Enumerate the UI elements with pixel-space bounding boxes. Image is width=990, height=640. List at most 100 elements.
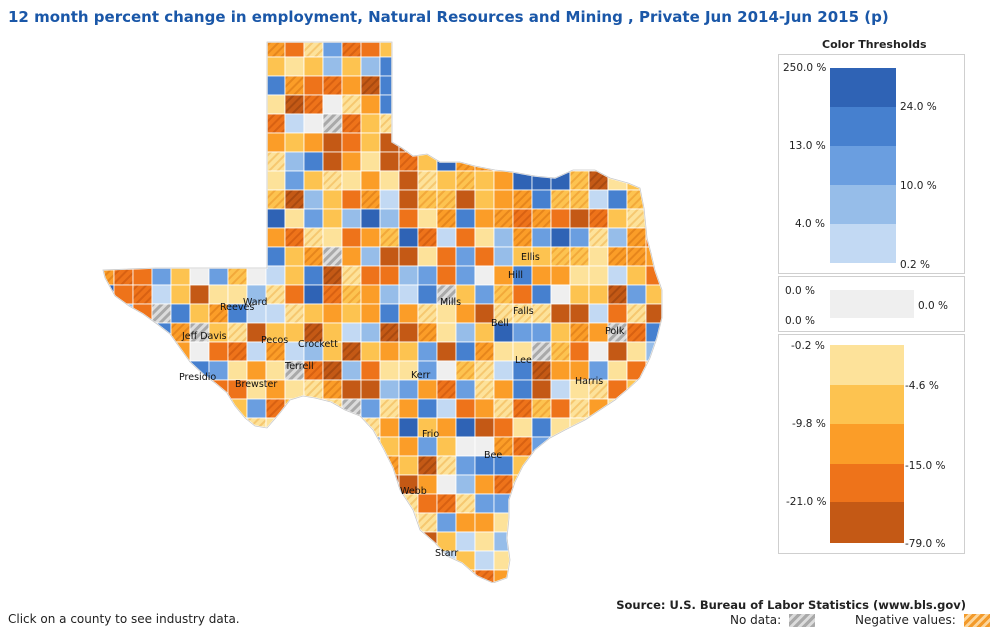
county-shape[interactable] bbox=[626, 379, 647, 400]
county-shape[interactable] bbox=[113, 569, 134, 583]
county-shape[interactable] bbox=[455, 474, 476, 495]
county-shape[interactable] bbox=[379, 113, 400, 134]
county-shape[interactable] bbox=[303, 94, 324, 115]
county-shape[interactable] bbox=[531, 512, 552, 533]
county-shape[interactable] bbox=[113, 94, 134, 115]
county-shape[interactable] bbox=[208, 246, 229, 267]
county-shape[interactable] bbox=[95, 322, 115, 343]
county-shape[interactable] bbox=[645, 417, 665, 438]
county-shape[interactable] bbox=[341, 227, 362, 248]
county-shape[interactable] bbox=[208, 38, 229, 58]
county-shape[interactable] bbox=[208, 94, 229, 115]
county-shape[interactable] bbox=[322, 170, 343, 191]
county-shape[interactable] bbox=[208, 75, 229, 96]
county-shape[interactable] bbox=[588, 436, 609, 457]
county-shape[interactable] bbox=[607, 246, 628, 267]
county-shape[interactable] bbox=[607, 265, 628, 286]
county-shape[interactable] bbox=[284, 417, 305, 438]
county-shape[interactable] bbox=[531, 284, 552, 305]
county-shape[interactable] bbox=[588, 512, 609, 533]
county-shape[interactable] bbox=[132, 151, 153, 172]
county-shape[interactable] bbox=[493, 360, 514, 381]
county-shape[interactable] bbox=[170, 94, 191, 115]
county-shape[interactable] bbox=[550, 113, 571, 134]
county-shape[interactable] bbox=[322, 550, 343, 571]
county-shape[interactable] bbox=[626, 132, 647, 153]
county-shape[interactable] bbox=[303, 531, 324, 552]
county-shape[interactable] bbox=[645, 398, 665, 419]
county-shape[interactable] bbox=[95, 75, 115, 96]
county-shape[interactable] bbox=[474, 38, 495, 58]
county-shape[interactable] bbox=[379, 38, 400, 58]
county-shape[interactable] bbox=[569, 113, 590, 134]
county-shape[interactable] bbox=[113, 531, 134, 552]
county-shape[interactable] bbox=[95, 38, 115, 58]
county-shape[interactable] bbox=[531, 493, 552, 514]
county-shape[interactable] bbox=[360, 38, 381, 58]
county-shape[interactable] bbox=[95, 246, 115, 267]
county-shape[interactable] bbox=[341, 322, 362, 343]
county-shape[interactable] bbox=[398, 151, 419, 172]
county-shape[interactable] bbox=[436, 94, 457, 115]
county-shape[interactable] bbox=[208, 474, 229, 495]
county-shape[interactable] bbox=[531, 341, 552, 362]
county-shape[interactable] bbox=[455, 550, 476, 571]
county-shape[interactable] bbox=[645, 569, 665, 583]
county-shape[interactable] bbox=[531, 132, 552, 153]
county-shape[interactable] bbox=[265, 550, 286, 571]
county-shape[interactable] bbox=[189, 569, 210, 583]
county-shape[interactable] bbox=[398, 455, 419, 476]
county-shape[interactable] bbox=[322, 284, 343, 305]
county-shape[interactable] bbox=[626, 246, 647, 267]
county-shape[interactable] bbox=[607, 569, 628, 583]
county-shape[interactable] bbox=[113, 417, 134, 438]
county-shape[interactable] bbox=[113, 227, 134, 248]
county-shape[interactable] bbox=[474, 189, 495, 210]
county-shape[interactable] bbox=[436, 417, 457, 438]
county-shape[interactable] bbox=[303, 436, 324, 457]
county-shape[interactable] bbox=[189, 398, 210, 419]
county-shape[interactable] bbox=[265, 246, 286, 267]
county-shape[interactable] bbox=[550, 94, 571, 115]
county-shape[interactable] bbox=[246, 265, 267, 286]
county-shape[interactable] bbox=[436, 436, 457, 457]
county-shape[interactable] bbox=[550, 208, 571, 229]
county-shape[interactable] bbox=[398, 246, 419, 267]
county-shape[interactable] bbox=[550, 569, 571, 583]
county-shape[interactable] bbox=[493, 379, 514, 400]
county-shape[interactable] bbox=[189, 56, 210, 77]
county-shape[interactable] bbox=[645, 189, 665, 210]
county-shape[interactable] bbox=[151, 531, 172, 552]
county-shape[interactable] bbox=[95, 360, 115, 381]
county-shape[interactable] bbox=[550, 265, 571, 286]
county-shape[interactable] bbox=[322, 417, 343, 438]
county-shape[interactable] bbox=[95, 455, 115, 476]
county-shape[interactable] bbox=[588, 38, 609, 58]
county-shape[interactable] bbox=[189, 189, 210, 210]
county-shape[interactable] bbox=[588, 531, 609, 552]
county-shape[interactable] bbox=[170, 265, 191, 286]
county-shape[interactable] bbox=[360, 189, 381, 210]
county-shape[interactable] bbox=[645, 38, 665, 58]
county-shape[interactable] bbox=[645, 341, 665, 362]
county-shape[interactable] bbox=[531, 550, 552, 571]
county-shape[interactable] bbox=[170, 208, 191, 229]
county-shape[interactable] bbox=[303, 474, 324, 495]
county-shape[interactable] bbox=[626, 474, 647, 495]
county-shape[interactable] bbox=[322, 569, 343, 583]
county-shape[interactable] bbox=[95, 303, 115, 324]
county-shape[interactable] bbox=[246, 474, 267, 495]
county-shape[interactable] bbox=[436, 265, 457, 286]
county-shape[interactable] bbox=[265, 75, 286, 96]
county-shape[interactable] bbox=[550, 56, 571, 77]
county-shape[interactable] bbox=[588, 455, 609, 476]
county-shape[interactable] bbox=[398, 398, 419, 419]
county-shape[interactable] bbox=[227, 189, 248, 210]
county-shape[interactable] bbox=[436, 75, 457, 96]
county-shape[interactable] bbox=[265, 512, 286, 533]
county-shape[interactable] bbox=[645, 512, 665, 533]
county-shape[interactable] bbox=[265, 189, 286, 210]
county-shape[interactable] bbox=[208, 170, 229, 191]
county-shape[interactable] bbox=[626, 75, 647, 96]
county-shape[interactable] bbox=[417, 170, 438, 191]
